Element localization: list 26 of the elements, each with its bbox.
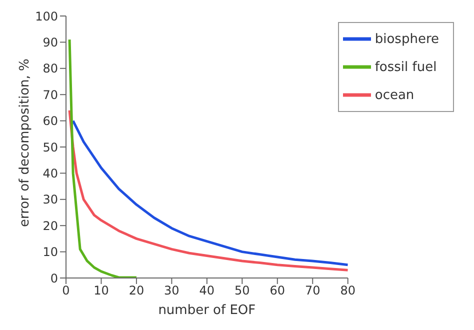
y-tick-label: 60 xyxy=(42,114,58,128)
x-axis-title: number of EOF xyxy=(158,303,256,318)
x-tick-label: 60 xyxy=(270,284,286,298)
y-tick-label: 10 xyxy=(42,245,58,260)
x-tick-label: 20 xyxy=(128,284,144,298)
y-tick-label: 90 xyxy=(42,35,58,50)
y-tick-label: 70 xyxy=(42,88,58,102)
x-tick-label: 30 xyxy=(164,284,180,298)
y-tick-label: 40 xyxy=(42,166,58,180)
y-axis-title: error of decomposition, % xyxy=(18,58,33,227)
legend-label: biosphere xyxy=(374,32,439,48)
y-tick-label: 80 xyxy=(42,62,58,76)
y-tick-label: 0 xyxy=(50,271,58,286)
x-tick-label: 50 xyxy=(234,284,250,298)
x-tick-label: 80 xyxy=(340,284,356,298)
legend-label: ocean xyxy=(374,88,414,104)
x-tick-label: 10 xyxy=(94,284,109,298)
y-tick-label: 20 xyxy=(42,218,58,233)
legend-label: fossil fuel xyxy=(374,60,437,76)
x-tick-label: 70 xyxy=(304,284,320,298)
y-tick-label: 30 xyxy=(42,192,58,207)
line-series xyxy=(68,38,138,278)
x-tick-label: 40 xyxy=(199,284,215,298)
y-tick-label: 100 xyxy=(35,9,58,24)
x-tick-label: 0 xyxy=(62,284,70,298)
y-tick-label: 50 xyxy=(42,140,58,154)
